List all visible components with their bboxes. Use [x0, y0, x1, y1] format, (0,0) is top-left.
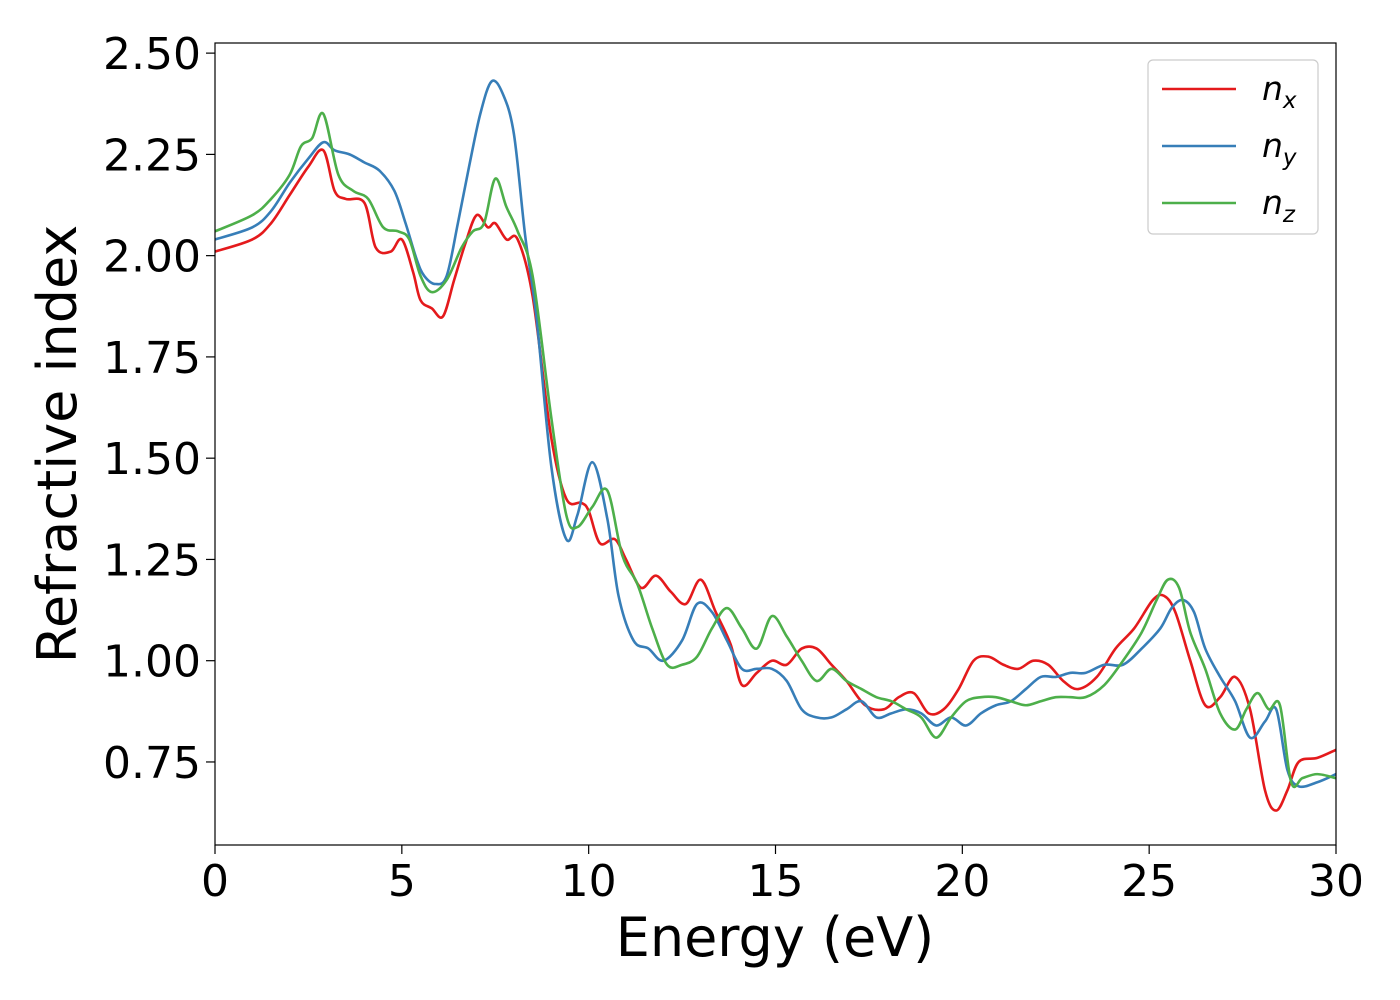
- legend-entry-n-z: nz: [1162, 183, 1296, 228]
- series-line-n-x: [215, 148, 1336, 812]
- y-tick-label: 2.00: [103, 232, 201, 283]
- x-tick-label: 20: [934, 856, 990, 907]
- x-tick-label: 30: [1308, 856, 1364, 907]
- y-tick-label: 1.00: [103, 637, 201, 688]
- y-tick-label: 1.25: [103, 535, 201, 586]
- x-axis: 0 5 10 15 20 25 30: [201, 845, 1364, 907]
- series-line-n-z: [215, 111, 1336, 789]
- legend-label: nx: [1262, 69, 1297, 114]
- y-tick-label: 1.50: [103, 434, 201, 485]
- legend-label: nz: [1262, 183, 1296, 228]
- y-tick-label: 1.75: [103, 333, 201, 384]
- x-tick-label: 5: [388, 856, 416, 907]
- plot-lines: [215, 79, 1336, 812]
- legend: nx ny nz: [1147, 59, 1319, 235]
- y-tick-label: 2.25: [103, 130, 201, 181]
- x-tick-label: 25: [1121, 856, 1177, 907]
- series-line-n-y: [215, 79, 1336, 789]
- x-tick-label: 0: [201, 856, 229, 907]
- legend-entry-n-y: ny: [1162, 126, 1297, 171]
- x-tick-label: 15: [748, 856, 804, 907]
- y-tick-label: 2.50: [103, 29, 201, 80]
- legend-label: ny: [1262, 126, 1297, 171]
- y-tick-label: 0.75: [103, 738, 201, 789]
- legend-entries: nx ny nz: [1162, 69, 1297, 228]
- x-axis-title: Energy (eV): [616, 906, 935, 969]
- y-axis-title: Refractive index: [26, 225, 89, 664]
- legend-entry-n-x: nx: [1162, 69, 1297, 114]
- x-tick-label: 10: [561, 856, 617, 907]
- y-axis: 0.75 1.00 1.25 1.50 1.75 2.00 2.25 2.50: [103, 29, 215, 789]
